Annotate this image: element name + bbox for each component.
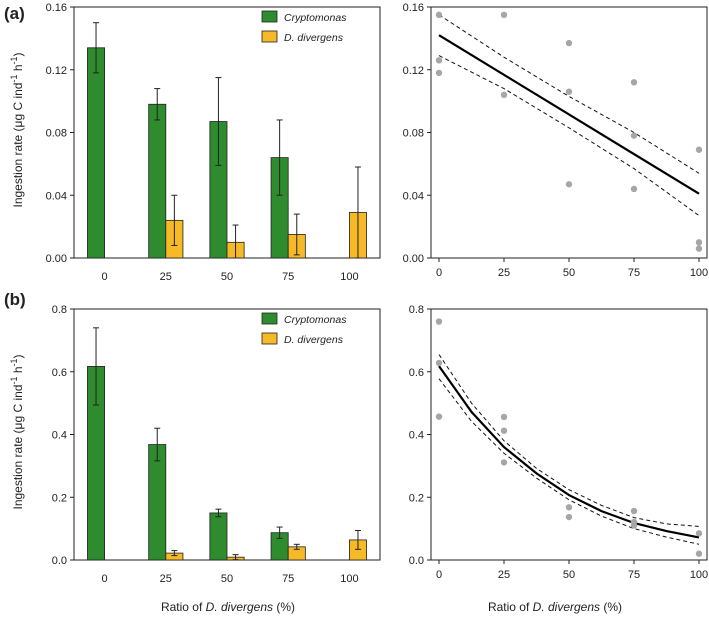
a-scatter-point — [500, 11, 508, 19]
a-scatter-point — [565, 88, 573, 95]
a-scatter-ytick-label: 0.08 — [403, 128, 424, 140]
b-scatter-point — [500, 459, 508, 466]
b-bar-xtick-label: 25 — [160, 573, 172, 585]
panel-label-b: (b) — [4, 290, 26, 309]
a-scatter-point — [695, 146, 703, 153]
a-scatter-point — [695, 245, 703, 252]
a-scatter-ytick-label: 0.04 — [403, 190, 424, 202]
b-bar-ytick-label: 0.0 — [52, 555, 67, 567]
y-axis-label-a: Ingestion rate (μg C ind-1 h-1) — [9, 52, 25, 207]
panel-b-bar-chart: 0.0 0.2 0.4 0.6 0.8 0 25 50 75 100 Cryptomonas D. d… — [52, 304, 381, 585]
panel-label-a: (a) — [4, 4, 25, 23]
b-bar-bar — [209, 512, 228, 561]
a-scatter-point — [435, 11, 443, 19]
a-scatter-xtick-label: 0 — [436, 267, 442, 279]
a-bar-legend-label: D. divergens — [284, 32, 344, 44]
b-scatter-ytick-label: 0.8 — [409, 304, 424, 316]
b-scatter-fit-line — [438, 365, 700, 539]
b-scatter-ci-upper — [438, 354, 700, 527]
b-bar-ytick-label: 0.2 — [52, 492, 67, 504]
b-scatter-ytick-label: 0.0 — [409, 555, 424, 567]
b-scatter-point — [695, 550, 703, 557]
b-scatter-point — [630, 507, 638, 515]
b-bar-legend-label: D. divergens — [284, 334, 344, 346]
a-scatter-fit-line — [438, 34, 700, 195]
a-bar-ytick-label: 0.00 — [46, 253, 67, 265]
a-bar-xtick-label: 75 — [282, 271, 294, 283]
b-scatter-point — [630, 522, 638, 529]
b-bar-legend-swatch — [261, 332, 278, 345]
a-bar-xtick-label: 25 — [160, 271, 172, 283]
a-scatter-point — [500, 91, 508, 99]
b-bar-xtick-label: 100 — [340, 573, 358, 585]
a-scatter-xtick-label: 75 — [628, 267, 640, 279]
a-scatter-point — [630, 132, 638, 139]
a-bar-xtick-label: 50 — [221, 271, 233, 283]
a-scatter-point — [565, 181, 573, 188]
a-bar-bar — [148, 103, 167, 259]
b-scatter-point — [435, 413, 443, 420]
a-bar-legend-swatch — [261, 10, 278, 23]
x-axis-label-left: Ratio of D. divergens (%) — [161, 600, 295, 614]
a-bar-ytick-label: 0.08 — [46, 128, 67, 140]
a-scatter-point — [630, 79, 638, 86]
b-bar-ytick-label: 0.4 — [52, 430, 67, 442]
b-scatter-xtick-label: 0 — [436, 569, 442, 581]
b-scatter-point — [500, 427, 508, 434]
a-scatter-point — [695, 239, 703, 246]
a-bar-xtick-label: 0 — [102, 271, 108, 283]
b-scatter-point — [565, 504, 573, 511]
a-bar-bar — [87, 47, 105, 259]
a-scatter-point — [630, 185, 638, 193]
a-scatter-ytick-label: 0.12 — [403, 65, 424, 77]
a-scatter-xtick-label: 50 — [563, 267, 575, 279]
b-bar-legend-swatch — [261, 312, 278, 325]
b-bar-ytick-label: 0.6 — [52, 367, 67, 379]
a-scatter-ytick-label: 0.16 — [403, 2, 424, 14]
b-bar-ytick-label: 0.8 — [52, 304, 67, 316]
a-bar-legend-label: Cryptomonas — [284, 12, 347, 24]
b-scatter-point — [565, 513, 573, 521]
a-bar-ytick-label: 0.12 — [46, 65, 67, 77]
b-scatter-xtick-label: 75 — [628, 569, 640, 581]
a-bar-xtick-label: 100 — [340, 271, 358, 283]
a-scatter-ci-lower — [438, 55, 700, 217]
a-bar-ytick-label: 0.16 — [46, 2, 67, 14]
a-scatter-point — [435, 69, 443, 77]
b-scatter-xtick-label: 100 — [690, 569, 708, 581]
a-bar-ytick-label: 0.04 — [46, 190, 67, 202]
x-axis-label-right: Ratio of D. divergens (%) — [488, 600, 622, 614]
a-bar-legend-swatch — [261, 30, 278, 43]
panel-a-scatter-plot: 0.00 0.04 0.08 0.12 0.16 0 25 50 75 100 — [403, 2, 709, 279]
b-scatter-ytick-label: 0.4 — [409, 430, 424, 442]
b-scatter-xtick-label: 25 — [498, 569, 510, 581]
b-scatter-xtick-label: 50 — [563, 569, 575, 581]
y-axis-label-b: Ingestion rate (μg C ind-1 h-1) — [9, 354, 25, 509]
b-bar-xtick-label: 75 — [282, 573, 294, 585]
a-scatter-point — [435, 57, 443, 64]
b-bar-xtick-label: 50 — [221, 573, 233, 585]
b-scatter-point — [435, 318, 443, 325]
a-scatter-ytick-label: 0.00 — [403, 253, 424, 265]
b-scatter-ytick-label: 0.2 — [409, 492, 424, 504]
b-scatter-point — [500, 413, 508, 421]
a-scatter-point — [565, 39, 573, 47]
panel-b-scatter-plot: 0.0 0.2 0.4 0.6 0.8 0 25 50 75 100 — [409, 304, 708, 581]
panel-a-bar-chart: 0.00 0.04 0.08 0.12 0.16 0 25 50 75 100 Cryptomona… — [46, 2, 381, 283]
a-scatter-xtick-label: 25 — [498, 267, 510, 279]
b-bar-bar — [148, 444, 167, 561]
b-bar-xtick-label: 0 — [102, 573, 108, 585]
b-scatter-ytick-label: 0.6 — [409, 367, 424, 379]
a-scatter-ci-upper — [438, 14, 700, 174]
a-scatter-xtick-label: 100 — [690, 267, 708, 279]
b-bar-legend-label: Cryptomonas — [284, 314, 347, 326]
b-scatter-point — [435, 359, 443, 367]
b-scatter-point — [695, 530, 703, 537]
b-scatter-frame — [430, 308, 708, 561]
